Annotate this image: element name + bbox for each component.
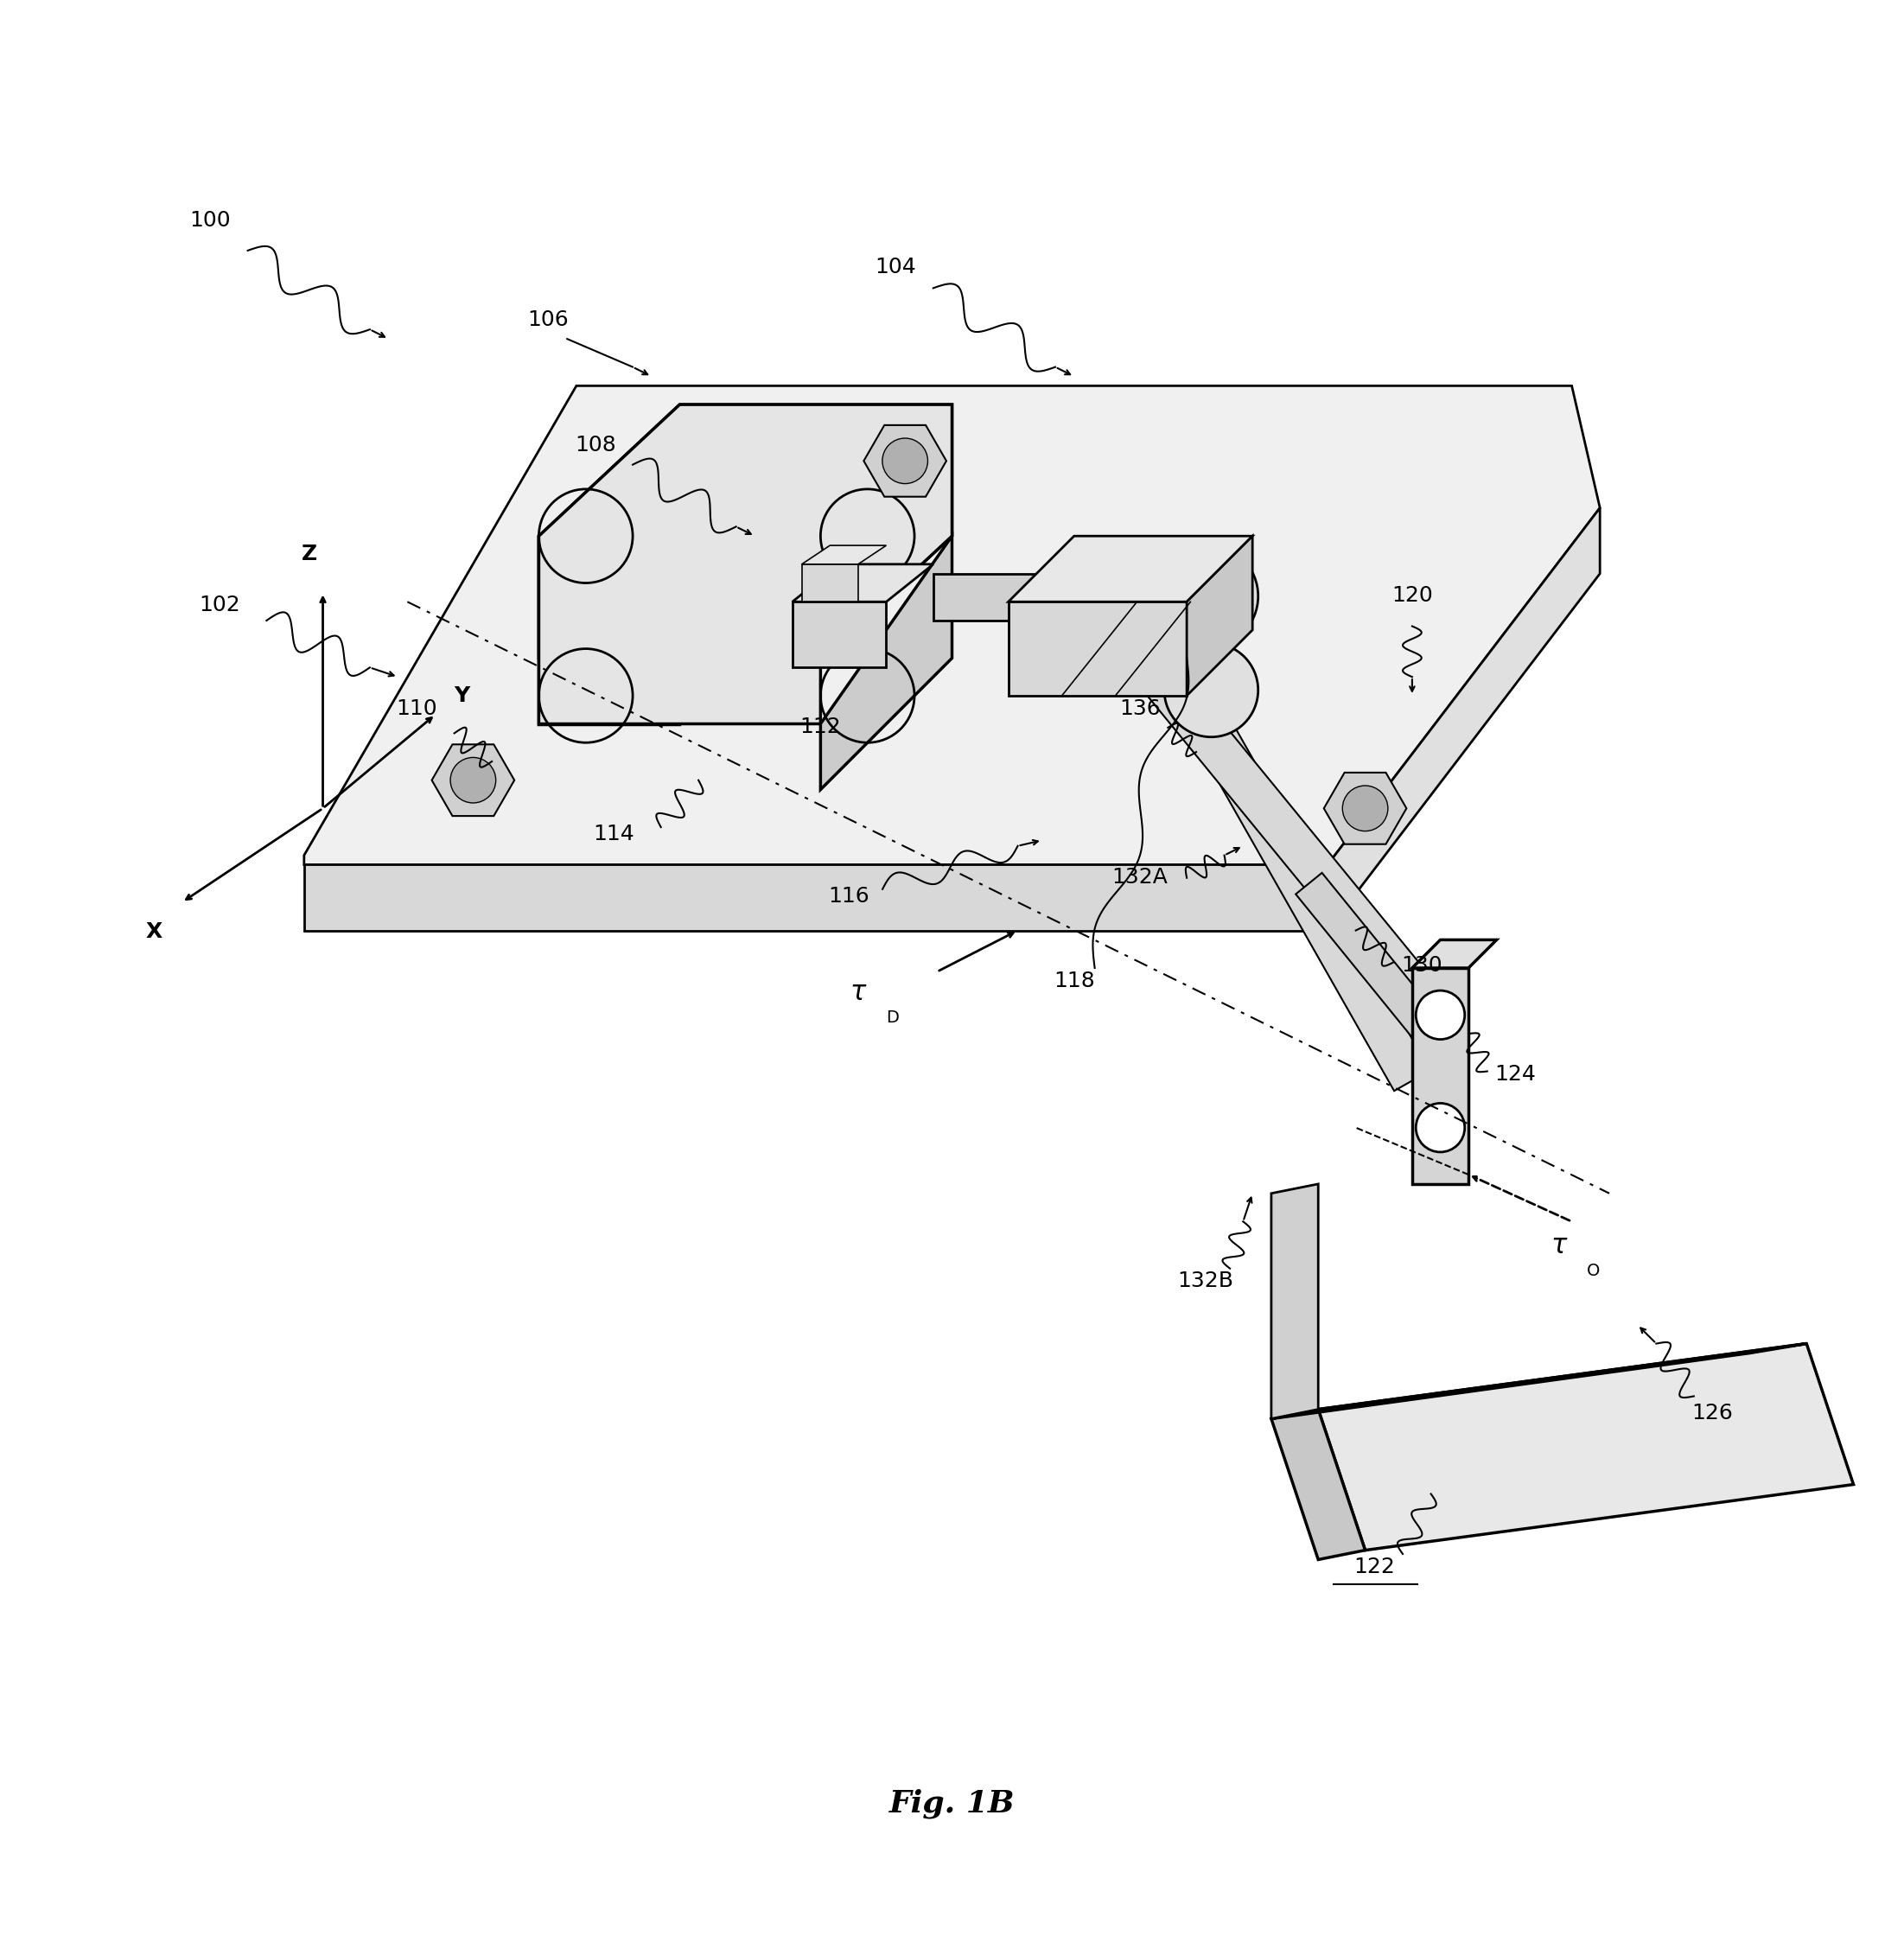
Polygon shape	[432, 745, 514, 815]
Polygon shape	[1318, 1344, 1853, 1551]
Text: 112: 112	[800, 716, 842, 738]
Polygon shape	[1009, 536, 1253, 602]
Text: 124: 124	[1495, 1065, 1537, 1084]
Polygon shape	[539, 405, 952, 724]
Polygon shape	[821, 536, 952, 790]
Text: 122: 122	[1354, 1557, 1396, 1578]
Text: 102: 102	[198, 594, 240, 616]
Text: 100: 100	[190, 209, 230, 230]
Circle shape	[1154, 544, 1259, 649]
Text: X: X	[145, 922, 162, 941]
Circle shape	[451, 757, 495, 803]
Text: 132B: 132B	[1177, 1270, 1234, 1291]
Polygon shape	[792, 563, 933, 602]
Polygon shape	[1142, 664, 1428, 999]
Polygon shape	[802, 563, 859, 602]
Polygon shape	[1009, 602, 1186, 695]
Polygon shape	[1055, 563, 1150, 592]
Circle shape	[1417, 1104, 1464, 1152]
Polygon shape	[1186, 536, 1253, 695]
Polygon shape	[1121, 592, 1430, 1090]
Polygon shape	[1055, 592, 1121, 658]
Circle shape	[1342, 786, 1388, 831]
Text: 118: 118	[1053, 970, 1095, 991]
Text: 106: 106	[527, 310, 569, 329]
Polygon shape	[1297, 873, 1443, 1044]
Polygon shape	[1327, 507, 1599, 931]
Polygon shape	[802, 546, 885, 563]
Circle shape	[882, 438, 927, 484]
Text: 116: 116	[828, 887, 870, 906]
Text: 136: 136	[1120, 699, 1160, 718]
Text: Fig. 1B: Fig. 1B	[889, 1789, 1015, 1818]
Circle shape	[1417, 991, 1464, 1040]
Polygon shape	[1272, 1344, 1807, 1419]
Text: Z: Z	[303, 544, 318, 563]
Text: D: D	[885, 1009, 899, 1026]
Polygon shape	[864, 426, 946, 498]
Text: 110: 110	[396, 699, 438, 718]
Polygon shape	[1161, 602, 1249, 732]
Text: $\tau$: $\tau$	[1550, 1233, 1569, 1258]
Polygon shape	[1413, 968, 1468, 1185]
Text: 120: 120	[1392, 585, 1434, 606]
Text: 130: 130	[1401, 954, 1441, 976]
Text: 104: 104	[876, 257, 916, 277]
Polygon shape	[305, 385, 1599, 865]
Polygon shape	[305, 865, 1327, 931]
Circle shape	[1163, 643, 1259, 738]
Text: Y: Y	[455, 685, 470, 707]
Polygon shape	[792, 602, 885, 668]
Text: $\tau$: $\tau$	[849, 980, 868, 1007]
Text: 126: 126	[1693, 1402, 1733, 1423]
Polygon shape	[1413, 939, 1497, 968]
Text: 132A: 132A	[1112, 867, 1167, 889]
Polygon shape	[539, 536, 680, 724]
Polygon shape	[933, 573, 1074, 621]
Polygon shape	[539, 405, 952, 658]
Polygon shape	[1272, 1185, 1318, 1419]
Text: O: O	[1586, 1262, 1599, 1280]
Polygon shape	[1323, 772, 1407, 844]
Polygon shape	[1272, 1409, 1365, 1560]
Text: 114: 114	[594, 825, 634, 844]
Text: 108: 108	[575, 436, 615, 455]
